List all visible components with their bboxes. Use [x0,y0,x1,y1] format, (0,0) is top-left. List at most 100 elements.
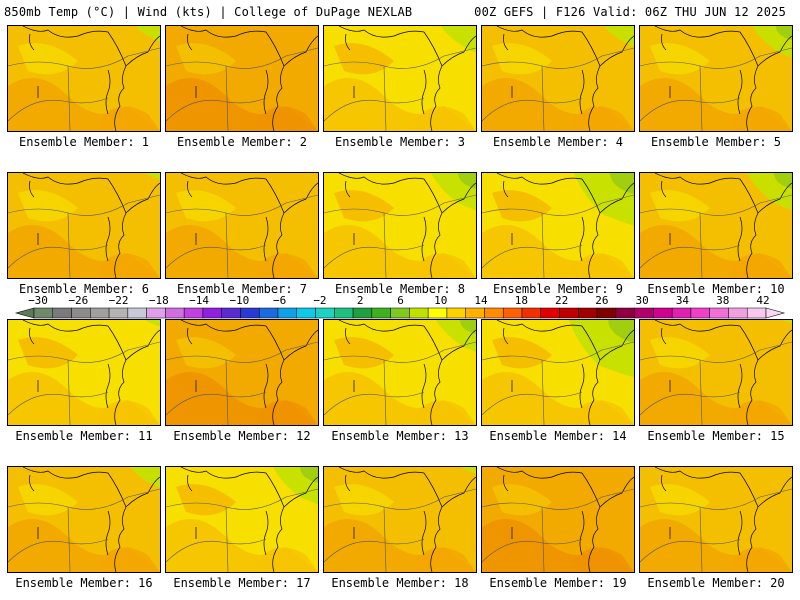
ensemble-map-7 [165,172,319,279]
ensemble-member-label: Ensemble Member: 7 [176,282,308,296]
colorbar-tick-label: 38 [716,294,730,307]
ensemble-map-20 [639,466,793,573]
ensemble-member-label: Ensemble Member: 10 [647,282,785,296]
temperature-field [640,173,792,278]
colorbar-swatch [427,307,448,319]
ensemble-map-15 [639,319,793,426]
colorbar-swatch [521,307,542,319]
ensemble-member-label: Ensemble Member: 12 [173,429,311,443]
colorbar-swatch [315,307,335,319]
ensemble-map-4 [481,25,635,132]
colorbar-swatch [484,307,504,319]
ensemble-map-17 [165,466,319,573]
temperature-field [324,320,476,425]
colorbar-tick-label: 30 [635,294,649,307]
colorbar-swatch [709,307,729,319]
colorbar-tick-label: −2 [313,294,327,307]
temperature-field [166,467,318,572]
colorbar-swatch [540,307,560,319]
colorbar-swatch [90,307,110,319]
temperature-field [482,173,634,278]
colorbar-swatch [71,307,91,319]
ensemble-member-label: Ensemble Member: 3 [334,135,466,149]
ensemble-member-label: Ensemble Member: 8 [334,282,466,296]
ensemble-member-label: Ensemble Member: 16 [15,576,153,590]
colorbar-swatch [240,307,260,319]
ensemble-member-label: Ensemble Member: 11 [15,429,153,443]
ensemble-member-label: Ensemble Member: 4 [492,135,624,149]
temperature-field [640,26,792,131]
temperature-field [8,26,160,131]
colorbar-labels: −30 −26 −22 −18 −14 −10 −6 −2 2 6 10 14 18 22 26 30 34 38… [0,294,800,307]
ensemble-map-3 [323,25,477,132]
ensemble-member-label: Ensemble Member: 19 [489,576,627,590]
ensemble-member-label: Ensemble Member: 14 [489,429,627,443]
colorbar-swatch [33,307,54,319]
ensemble-member-label: Ensemble Member: 20 [647,576,785,590]
colorbar-swatch [108,307,129,319]
colorbar-swatch [221,307,241,319]
colorbar-scale [14,307,786,319]
valid-time: 00Z GEFS | F126 Valid: 06Z THU JUN 12 20… [474,5,786,19]
colorbar-tick-label: −14 [189,294,210,307]
ensemble-map-1 [7,25,161,132]
temperature-field [324,26,476,131]
ensemble-map-8 [323,172,477,279]
colorbar-tick-label: 34 [675,294,690,307]
temperature-field [482,320,634,425]
colorbar-tick-label: −22 [108,294,129,307]
temperature-field [166,173,318,278]
colorbar-swatch [352,307,373,319]
ensemble-member-label: Ensemble Member: 1 [18,135,150,149]
colorbar-tick-label: 26 [595,294,609,307]
colorbar-swatch [390,307,410,319]
temperature-field [482,26,634,131]
colorbar-tick-label: 42 [756,294,770,307]
ensemble-member-label: Ensemble Member: 17 [173,576,311,590]
colorbar-swatch [615,307,635,319]
colorbar-tick-label: 10 [434,294,448,307]
colorbar-swatch [596,307,617,319]
colorbar-swatch [578,307,598,319]
colorbar-swatch [127,307,147,319]
colorbar-tick-label: 6 [397,294,404,307]
ensemble-map-14 [481,319,635,426]
temperature-field [324,173,476,278]
ensemble-member-label: Ensemble Member: 13 [331,429,469,443]
ensemble-map-18 [323,466,477,573]
ensemble-member-label: Ensemble Member: 6 [18,282,150,296]
ensemble-member-label: Ensemble Member: 9 [492,282,624,296]
temperature-field [8,467,160,572]
ensemble-member-label: Ensemble Member: 15 [647,429,785,443]
colorbar-swatch [502,307,523,319]
colorbar-swatch [728,307,748,319]
colorbar-swatch [409,307,429,319]
colorbar-swatch [559,307,579,319]
colorbar-swatch [334,307,354,319]
header: 850mb Temp (°C) | Wind (kts) | College o… [0,0,800,24]
ensemble-map-19 [481,466,635,573]
colorbar-swatch [690,307,710,319]
temperature-field [640,320,792,425]
colorbar-swatch [146,307,166,319]
colorbar-swatch [52,307,72,319]
colorbar-tick-label: −26 [68,294,89,307]
colorbar-swatch [258,307,279,319]
colorbar-tick-label: 18 [514,294,528,307]
colorbar-swatch [746,307,767,319]
temperature-field [640,467,792,572]
colorbar-tick-label: −30 [28,294,48,307]
temperature-field [166,26,318,131]
colorbar-tick-label: 2 [356,294,364,307]
temperature-field [482,467,634,572]
temperature-field [8,173,160,278]
ensemble-map-5 [639,25,793,132]
ensemble-map-13 [323,319,477,426]
ensemble-map-10 [639,172,793,279]
colorbar-swatch [371,307,391,319]
ensemble-member-label: Ensemble Member: 18 [331,576,469,590]
colorbar-swatch [165,307,185,319]
ensemble-map-11 [7,319,161,426]
colorbar-swatch [202,307,222,319]
temperature-field [8,320,160,425]
